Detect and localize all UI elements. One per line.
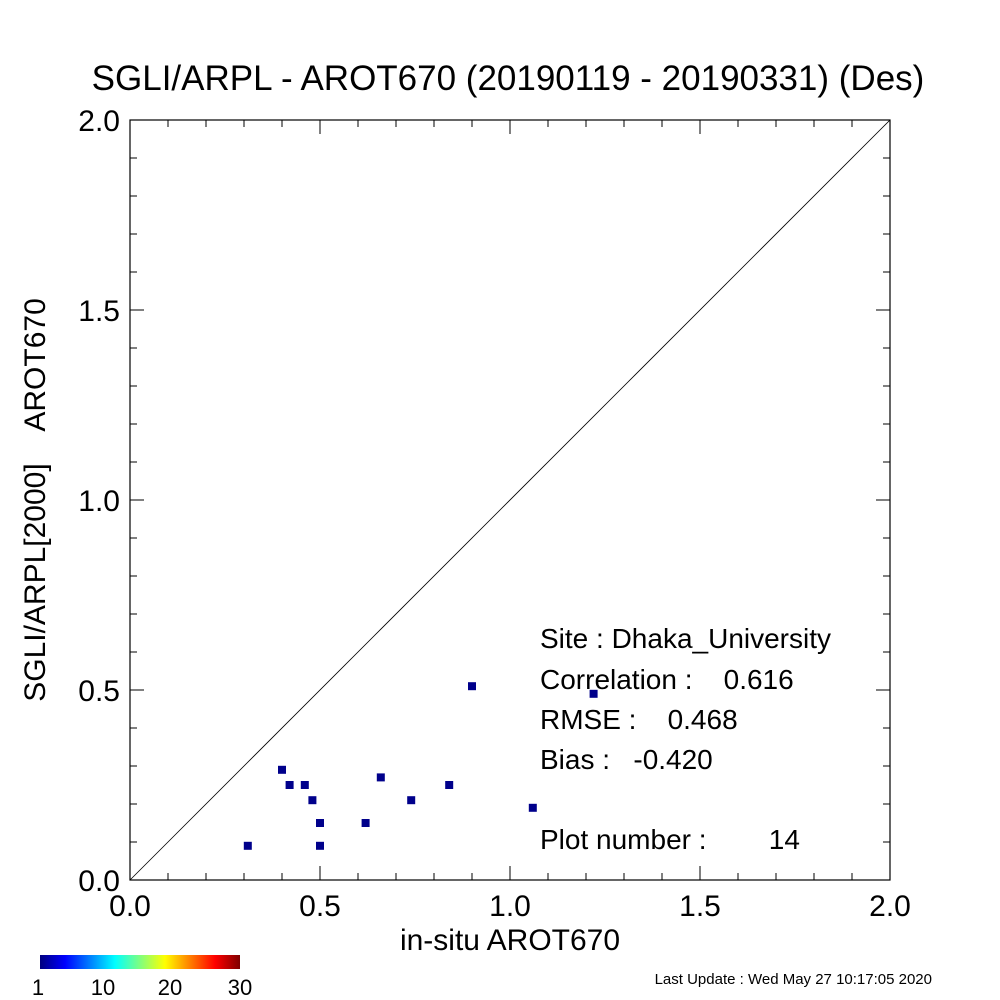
plot-frame (129, 119, 891, 881)
stats-plot-number: Plot number : 14 (540, 824, 800, 855)
x-tick-label: 2.0 (869, 890, 911, 923)
stats-bias: Bias : -0.420 (540, 744, 713, 775)
colorbar (40, 955, 240, 969)
stats-correlation: Correlation : 0.616 (540, 664, 794, 695)
colorbar-tick-label: 30 (228, 975, 252, 1000)
data-point (316, 819, 324, 827)
tick-labels: 0.0 0.5 1.0 1.5 2.0 0.0 0.5 1.0 1.5 2.0 (78, 105, 911, 923)
x-tick-label: 0.0 (109, 890, 151, 923)
data-point (316, 841, 324, 850)
colorbar-tick-label: 1 (32, 975, 44, 1000)
data-point (468, 682, 476, 691)
data-point (528, 803, 537, 812)
data-point (300, 781, 309, 789)
y-tick-label: 0.0 (78, 865, 120, 898)
colorbar-tick-labels: 1 10 20 30 (32, 975, 252, 1000)
x-axis-label: in-situ AROT670 (400, 924, 620, 957)
data-points (243, 682, 598, 850)
data-point (589, 689, 598, 698)
y-tick-label: 2.0 (78, 105, 120, 138)
data-point (445, 781, 454, 789)
data-point (243, 841, 252, 850)
data-point (407, 796, 416, 805)
y-axis-label: SGLI/ARPL[2000] AROT670 (19, 298, 52, 702)
y-tick-label: 0.5 (78, 675, 120, 708)
data-point (285, 781, 294, 789)
x-tick-label: 0.5 (299, 890, 341, 923)
last-update-text: Last Update : Wed May 27 10:17:05 2020 (655, 971, 932, 988)
stats-site: Site : Dhaka_University (540, 623, 831, 654)
data-point (361, 819, 370, 827)
stats-rmse: RMSE : 0.468 (540, 704, 738, 735)
one-to-one-line (129, 119, 891, 881)
chart-title: SGLI/ARPL - AROT670 (20190119 - 20190331… (92, 59, 925, 98)
x-tick-label: 1.0 (489, 890, 531, 923)
stats-box: Site : Dhaka_University Correlation : 0.… (540, 623, 831, 855)
colorbar-tick-label: 20 (158, 975, 182, 1000)
data-point (376, 773, 385, 782)
x-tick-label: 1.5 (679, 890, 721, 923)
colorbar-tick-label: 10 (91, 975, 115, 1000)
data-point (308, 796, 317, 805)
y-tick-label: 1.5 (78, 295, 120, 328)
data-point (278, 765, 286, 774)
y-tick-label: 1.0 (78, 485, 120, 518)
